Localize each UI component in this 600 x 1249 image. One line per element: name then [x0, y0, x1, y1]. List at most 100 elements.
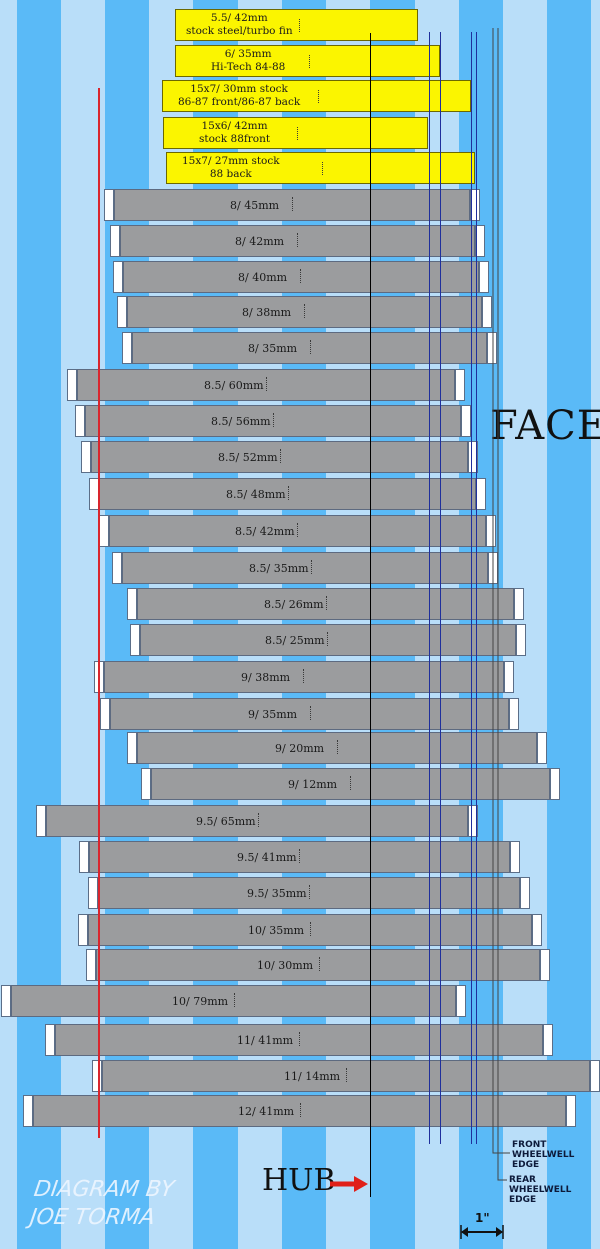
wheel-inner-lip [23, 1095, 33, 1127]
center-mark [280, 449, 281, 463]
wheel-barrel [91, 441, 468, 473]
wheel-label: 8/ 38mm [242, 305, 292, 319]
wheel-row: 11/ 41mm [45, 1024, 553, 1056]
wheel-label: 8.5/ 35mm [249, 561, 309, 575]
wheel-row: 8.5/ 25mm [130, 624, 526, 656]
wheel-inner-lip [67, 369, 77, 401]
wheel-row: 11/ 14mm [92, 1060, 600, 1092]
wheel-face-lip [456, 985, 466, 1017]
wheel-inner-lip [104, 189, 114, 221]
wheel-row: 9/ 20mm [127, 732, 547, 764]
hub-arrow-icon [330, 1176, 368, 1192]
wheel-row: 10/ 35mm [78, 914, 542, 946]
stock-wheel-label-line-2: Hi-Tech 84-88 [211, 61, 286, 73]
wheel-face-lip [514, 588, 524, 620]
center-mark [346, 1068, 347, 1082]
wheel-label: 9.5/ 41mm [237, 850, 297, 864]
stock-wheel-label: 5.5/ 42mm stock steel/turbo fin [186, 12, 293, 38]
center-mark [297, 233, 298, 247]
wheel-row: 8.5/ 60mm [67, 369, 465, 401]
inner-clearance-line [98, 88, 100, 1138]
wheel-row: 9.5/ 35mm [88, 877, 530, 909]
wheel-inner-lip [127, 588, 137, 620]
stock-wheel: 15x7/ 30mm stock 86-87 front/86-87 back [162, 80, 471, 112]
wheel-barrel [33, 1095, 566, 1127]
wheel-barrel [122, 552, 488, 584]
wheel-barrel [46, 805, 468, 837]
wheel-barrel [110, 698, 509, 730]
wheel-label: 9.5/ 35mm [247, 886, 307, 900]
wheel-barrel [137, 732, 537, 764]
center-mark [288, 486, 289, 500]
background-stripe [591, 0, 600, 1249]
wheel-face-lip [550, 768, 560, 800]
center-mark [337, 740, 338, 754]
center-mark [297, 127, 298, 140]
one-inch-scale: 1" [460, 1211, 504, 1241]
wheel-barrel [96, 949, 540, 981]
stock-wheel: 6/ 35mm Hi-Tech 84-88 [175, 45, 440, 77]
stock-wheel-label: 15x7/ 27mm stock 88 back [182, 155, 280, 181]
center-mark [310, 340, 311, 354]
front-edge-line-1: FRONT [512, 1140, 547, 1150]
credit-line-2: JOE TORMA [28, 1205, 157, 1230]
center-mark [266, 377, 267, 391]
wheel-face-lip [486, 515, 496, 547]
wheel-face-lip [479, 261, 489, 293]
stock-wheel-label: 15x7/ 30mm stock 86-87 front/86-87 back [178, 83, 300, 109]
center-mark [309, 885, 310, 899]
wheel-label: 8/ 40mm [238, 270, 288, 284]
wheel-face-lip [520, 877, 530, 909]
center-mark [299, 1032, 300, 1046]
wheel-row: 8/ 45mm [104, 189, 480, 221]
wheel-label: 8.5/ 25mm [265, 633, 325, 647]
wheel-label: 8.5/ 52mm [218, 450, 278, 464]
center-mark [318, 90, 319, 103]
stock-wheel-label-line-1: 15x7/ 27mm stock [182, 155, 280, 167]
wheel-inner-lip [88, 877, 98, 909]
wheel-inner-lip [113, 261, 123, 293]
hub-label: HUB [262, 1163, 336, 1198]
wheel-inner-lip [81, 441, 91, 473]
rear-edge-line-1: REAR [509, 1175, 536, 1185]
wheel-face-lip [543, 1024, 553, 1056]
center-mark [300, 269, 301, 283]
center-mark [258, 813, 259, 827]
wheel-label: 8/ 45mm [230, 198, 280, 212]
background-stripe [547, 0, 591, 1249]
wheel-inner-lip [36, 805, 46, 837]
wheel-inner-lip [110, 225, 120, 257]
center-mark [297, 523, 298, 537]
stock-wheel-label: 6/ 35mm Hi-Tech 84-88 [211, 48, 285, 74]
wheel-label: 8.5/ 48mm [226, 487, 286, 501]
wheel-row: 8/ 42mm [110, 225, 485, 257]
wheel-row: 8.5/ 56mm [75, 405, 471, 437]
wheel-row: 9.5/ 41mm [79, 841, 520, 873]
wheel-face-lip [455, 369, 465, 401]
credit-line-1: DIAGRAM BY [32, 1177, 176, 1202]
fender-reference-line [429, 32, 430, 1144]
wheel-row: 8.5/ 42mm [99, 515, 496, 547]
center-mark [322, 162, 323, 175]
center-mark [326, 596, 327, 610]
stock-wheel-label-line-1: 15x6/ 42mm [201, 120, 268, 132]
wheel-label: 11/ 41mm [237, 1033, 294, 1047]
stock-wheel: 5.5/ 42mm stock steel/turbo fin [175, 9, 418, 41]
wheel-face-lip [566, 1095, 576, 1127]
rear-edge-line-3: EDGE [509, 1195, 537, 1205]
wheel-row: 8.5/ 35mm [112, 552, 498, 584]
wheel-row: 8/ 38mm [117, 296, 492, 328]
wheel-inner-lip [79, 841, 89, 873]
wheel-inner-lip [117, 296, 127, 328]
center-mark [310, 922, 311, 936]
wheel-label: 9/ 20mm [275, 741, 325, 755]
fender-reference-line [471, 32, 472, 1144]
center-mark [310, 706, 311, 720]
wheel-face-lip [516, 624, 526, 656]
rear-wheelwell-edge-label: REAR WHEELWELL EDGE [509, 1175, 571, 1205]
wheel-inner-lip [1, 985, 11, 1017]
center-mark [299, 849, 300, 863]
wheel-label: 8.5/ 26mm [264, 597, 324, 611]
stock-wheel: 15x6/ 42mm stock 88front [163, 117, 428, 149]
face-label: FACE [490, 403, 600, 449]
